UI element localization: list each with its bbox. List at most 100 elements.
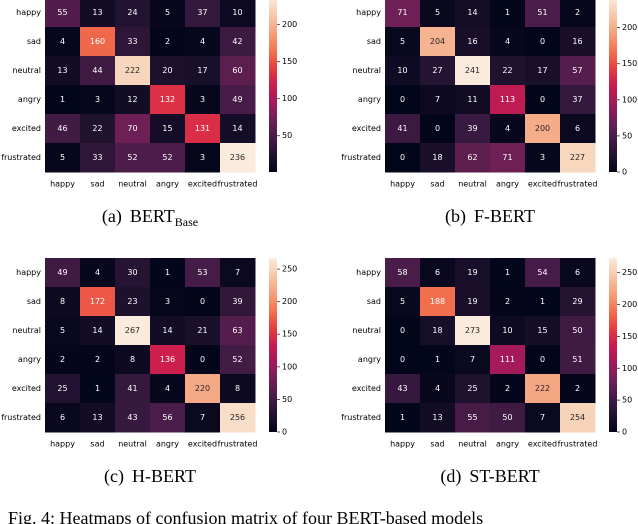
heatmap-cell [45, 27, 81, 57]
heatmap-cell [150, 345, 186, 375]
heatmap-cell [420, 0, 456, 28]
x-tick-label: frustrated [558, 440, 598, 449]
heatmap-cell [490, 374, 526, 404]
cell-label: 17 [537, 66, 547, 75]
cell-label: 188 [430, 297, 445, 306]
y-tick-label: neutral [352, 66, 381, 75]
heatmap-cell [115, 374, 151, 404]
heatmap-cell [45, 258, 81, 288]
cell-label: 267 [125, 326, 140, 335]
heatmap-cell [80, 345, 116, 375]
cell-label: 8 [235, 384, 240, 393]
heatmap-cell [490, 258, 526, 288]
cell-label: 70 [127, 124, 137, 133]
heatmap-cell [525, 0, 561, 28]
heatmap-cell [185, 374, 221, 404]
cell-label: 3 [200, 95, 205, 104]
heatmap-cell [455, 0, 491, 28]
heatmap-cell [525, 403, 561, 433]
heatmap-cell [490, 114, 526, 144]
cell-label: 0 [400, 95, 405, 104]
heatmap-cell [115, 0, 151, 28]
cell-label: 111 [500, 355, 515, 364]
colorbar-tick-label: 150 [622, 332, 637, 341]
x-tick-label: frustrated [218, 440, 258, 449]
colorbar-tick-label: 150 [622, 59, 637, 68]
cell-label: 41 [397, 124, 407, 133]
cell-label: 18 [432, 153, 442, 162]
cell-label: 53 [197, 268, 207, 277]
cell-label: 21 [197, 326, 207, 335]
x-tick-label: frustrated [218, 180, 258, 189]
heatmap-cell [220, 345, 256, 375]
y-tick-label: angry [18, 355, 41, 364]
heatmap-cell [455, 316, 491, 346]
cell-label: 15 [162, 124, 172, 133]
cell-label: 25 [467, 384, 477, 393]
heatmap-cell [420, 345, 456, 375]
heatmap-cell [420, 114, 456, 144]
cell-label: 37 [572, 95, 582, 104]
heatmap-cell [80, 374, 116, 404]
cell-label: 2 [60, 355, 65, 364]
heatmap-cell [560, 27, 596, 57]
x-tick-label: happy [390, 440, 415, 449]
y-tick-label: excited [352, 124, 381, 133]
heatmap-cell [115, 27, 151, 57]
heatmap-cell [80, 0, 116, 28]
heatmap-cell [525, 374, 561, 404]
heatmap-cell [185, 316, 221, 346]
heatmap-cell [385, 56, 421, 86]
cell-label: 33 [92, 153, 102, 162]
heatmap-cell [80, 85, 116, 115]
colorbar-tick-label: 50 [622, 131, 632, 140]
heatmap-cell [525, 27, 561, 57]
heatmap-cell [45, 0, 81, 28]
cell-label: 0 [400, 153, 405, 162]
cell-label: 160 [90, 37, 105, 46]
cell-label: 4 [95, 268, 100, 277]
heatmap-cell [115, 403, 151, 433]
x-tick-label: neutral [458, 180, 487, 189]
cell-label: 33 [127, 37, 137, 46]
heatmap-cell [220, 0, 256, 28]
colorbar-tick-label: 100 [622, 364, 637, 373]
cell-label: 52 [127, 153, 137, 162]
subfigure-caption: (a) BERTBase [102, 206, 198, 229]
heatmap-cell [525, 114, 561, 144]
heatmap-cell [420, 374, 456, 404]
heatmap-cell [420, 258, 456, 288]
colorbar-tick-label: 50 [622, 396, 632, 405]
cell-label: 7 [235, 268, 240, 277]
heatmap-cell [385, 0, 421, 28]
cell-label: 18 [432, 326, 442, 335]
heatmap-cell [45, 345, 81, 375]
caption-title: H-BERT [132, 466, 196, 486]
colorbar-tick-label: 0 [622, 428, 627, 437]
cell-label: 0 [435, 124, 440, 133]
cell-label: 1 [60, 95, 65, 104]
y-tick-label: angry [358, 355, 381, 364]
heatmap-cell [525, 85, 561, 115]
cell-label: 5 [60, 326, 65, 335]
heatmap-cell [185, 114, 221, 144]
cell-label: 4 [60, 37, 65, 46]
cell-label: 6 [435, 268, 440, 277]
colorbar-tick-label: 50 [282, 395, 292, 404]
heatmap-cell [45, 56, 81, 86]
heatmap-cell [220, 114, 256, 144]
cell-label: 220 [195, 384, 210, 393]
cell-label: 0 [200, 297, 205, 306]
cell-label: 4 [435, 384, 440, 393]
cell-label: 13 [92, 413, 102, 422]
heatmap-cell [150, 316, 186, 346]
cell-label: 6 [60, 413, 65, 422]
heatmap-cell [385, 114, 421, 144]
cell-label: 0 [540, 37, 545, 46]
cell-label: 2 [95, 355, 100, 364]
cell-label: 14 [232, 124, 242, 133]
heatmap-cell [115, 316, 151, 346]
cell-label: 222 [125, 66, 140, 75]
y-tick-label: happy [356, 8, 381, 17]
cell-label: 13 [432, 413, 442, 422]
